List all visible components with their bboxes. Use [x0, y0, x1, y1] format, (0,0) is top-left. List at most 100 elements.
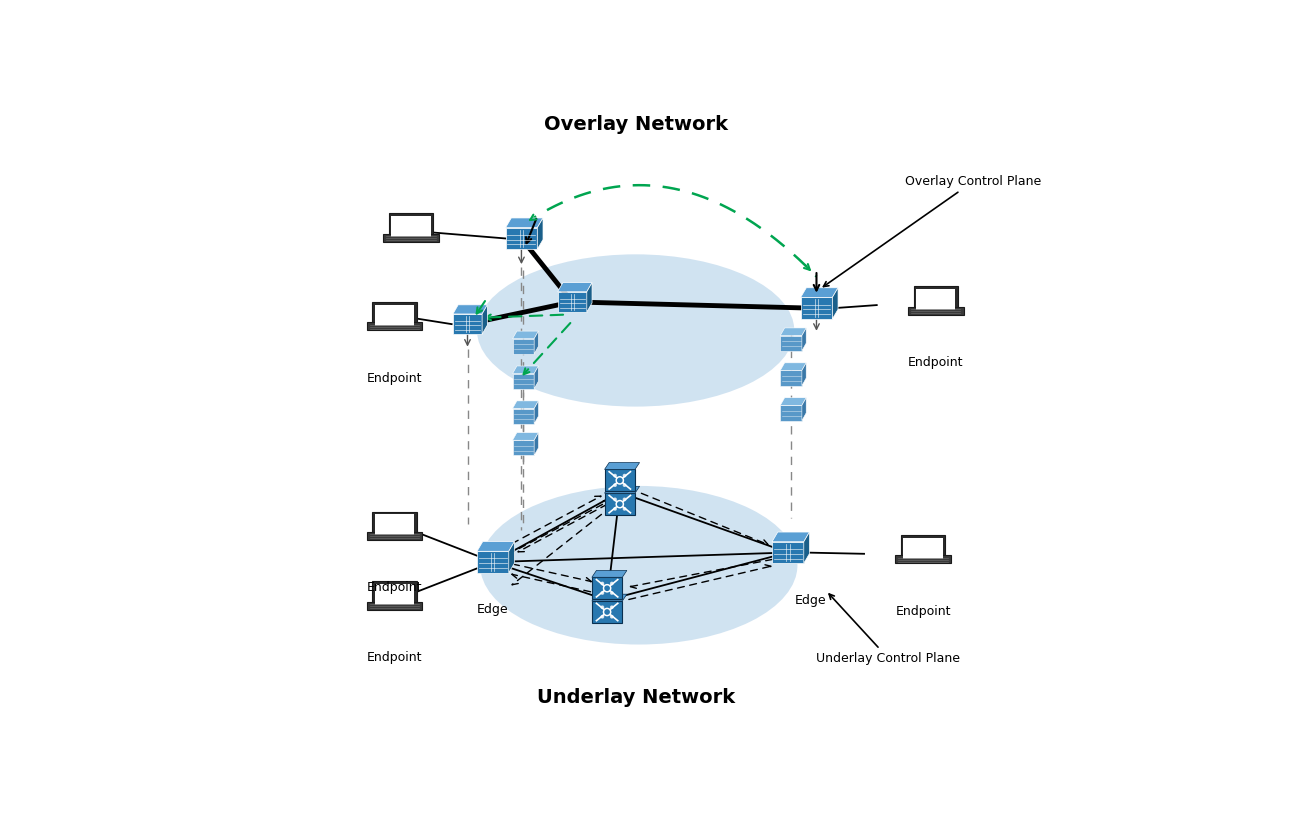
FancyBboxPatch shape — [512, 373, 534, 389]
Circle shape — [618, 502, 622, 506]
Polygon shape — [534, 366, 538, 389]
FancyBboxPatch shape — [512, 440, 534, 456]
FancyBboxPatch shape — [801, 297, 832, 319]
Circle shape — [618, 478, 622, 483]
FancyBboxPatch shape — [557, 292, 587, 312]
Circle shape — [623, 484, 626, 486]
FancyBboxPatch shape — [512, 339, 534, 354]
Ellipse shape — [477, 255, 794, 406]
FancyBboxPatch shape — [372, 512, 417, 538]
FancyBboxPatch shape — [901, 535, 945, 561]
Circle shape — [604, 608, 610, 616]
FancyBboxPatch shape — [367, 322, 422, 330]
FancyBboxPatch shape — [367, 602, 422, 610]
Polygon shape — [509, 541, 515, 573]
Polygon shape — [802, 398, 806, 420]
FancyBboxPatch shape — [505, 227, 538, 249]
FancyBboxPatch shape — [372, 302, 417, 329]
Polygon shape — [804, 532, 810, 564]
Polygon shape — [538, 218, 543, 249]
Circle shape — [614, 499, 617, 501]
Polygon shape — [477, 541, 515, 551]
FancyBboxPatch shape — [452, 314, 482, 335]
Polygon shape — [452, 305, 487, 314]
Circle shape — [614, 508, 617, 510]
FancyBboxPatch shape — [389, 213, 433, 240]
Circle shape — [610, 616, 613, 618]
Text: Endpoint: Endpoint — [908, 356, 963, 369]
Circle shape — [601, 616, 604, 618]
Text: Endpoint: Endpoint — [367, 651, 422, 664]
Circle shape — [614, 475, 617, 477]
Polygon shape — [802, 328, 806, 351]
Text: Underlay Network: Underlay Network — [537, 688, 735, 707]
FancyBboxPatch shape — [367, 531, 422, 540]
Polygon shape — [604, 462, 640, 470]
Polygon shape — [512, 401, 538, 409]
Polygon shape — [587, 283, 592, 312]
Polygon shape — [801, 288, 839, 297]
Polygon shape — [512, 366, 538, 373]
Circle shape — [623, 499, 626, 501]
FancyBboxPatch shape — [375, 305, 415, 326]
Circle shape — [623, 508, 626, 510]
Text: Endpoint: Endpoint — [367, 581, 422, 594]
FancyBboxPatch shape — [896, 555, 951, 564]
Polygon shape — [832, 288, 839, 319]
FancyBboxPatch shape — [604, 470, 635, 491]
Ellipse shape — [481, 486, 797, 644]
Circle shape — [616, 500, 623, 508]
Circle shape — [616, 477, 623, 484]
FancyBboxPatch shape — [592, 578, 622, 599]
Polygon shape — [512, 331, 538, 339]
Circle shape — [604, 584, 610, 592]
FancyBboxPatch shape — [384, 233, 439, 241]
Circle shape — [601, 606, 604, 608]
Text: Endpoint: Endpoint — [367, 372, 422, 385]
FancyBboxPatch shape — [903, 537, 942, 559]
Text: Edge: Edge — [794, 594, 826, 606]
Circle shape — [601, 592, 604, 594]
FancyBboxPatch shape — [914, 286, 958, 313]
Polygon shape — [505, 218, 543, 227]
FancyBboxPatch shape — [916, 288, 955, 310]
FancyBboxPatch shape — [512, 409, 534, 424]
Polygon shape — [780, 398, 806, 405]
Text: Overlay Control Plane: Overlay Control Plane — [823, 175, 1042, 287]
FancyBboxPatch shape — [780, 405, 802, 420]
FancyBboxPatch shape — [780, 335, 802, 351]
Polygon shape — [592, 594, 627, 601]
FancyBboxPatch shape — [477, 551, 509, 573]
FancyBboxPatch shape — [375, 514, 415, 536]
Polygon shape — [534, 401, 538, 424]
Polygon shape — [534, 331, 538, 354]
FancyBboxPatch shape — [391, 216, 430, 237]
Polygon shape — [592, 570, 627, 578]
Polygon shape — [772, 532, 810, 541]
Polygon shape — [604, 486, 640, 494]
Circle shape — [610, 583, 613, 585]
Polygon shape — [780, 328, 806, 335]
Circle shape — [610, 592, 613, 594]
Circle shape — [605, 610, 609, 614]
Text: Underlay Control Plane: Underlay Control Plane — [816, 594, 960, 665]
Text: Endpoint: Endpoint — [896, 605, 951, 617]
Text: Edge: Edge — [477, 603, 509, 616]
FancyBboxPatch shape — [772, 541, 804, 564]
FancyBboxPatch shape — [780, 371, 802, 386]
Polygon shape — [802, 363, 806, 386]
Text: Overlay Network: Overlay Network — [543, 115, 727, 133]
Polygon shape — [512, 433, 538, 440]
FancyBboxPatch shape — [592, 601, 622, 623]
FancyBboxPatch shape — [372, 581, 417, 608]
Polygon shape — [482, 305, 487, 335]
Polygon shape — [557, 283, 592, 292]
Circle shape — [623, 475, 626, 477]
FancyBboxPatch shape — [908, 307, 963, 315]
FancyBboxPatch shape — [604, 494, 635, 515]
Circle shape — [601, 583, 604, 585]
FancyBboxPatch shape — [375, 584, 415, 606]
Circle shape — [610, 606, 613, 608]
Polygon shape — [780, 363, 806, 371]
Circle shape — [605, 586, 609, 590]
